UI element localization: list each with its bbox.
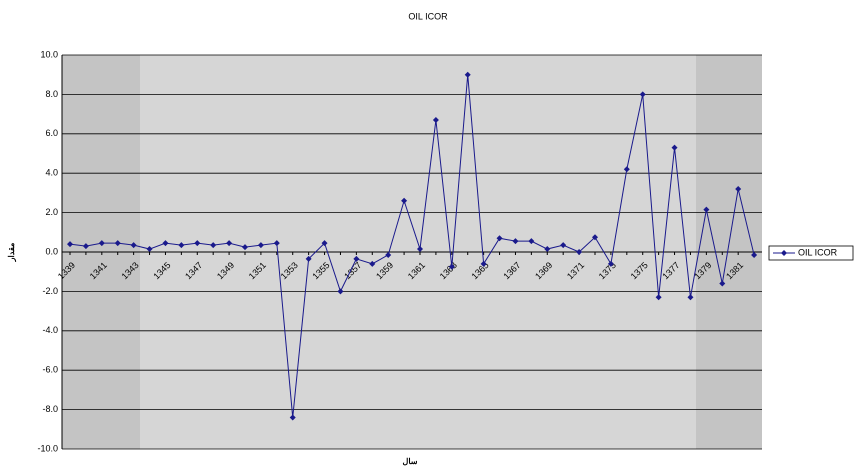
data-point — [464, 71, 471, 78]
chart-title: OIL ICOR — [408, 11, 448, 21]
data-point — [178, 242, 185, 249]
data-point — [337, 288, 344, 295]
data-point — [496, 235, 503, 242]
data-point — [162, 240, 169, 247]
data-point — [607, 260, 614, 267]
data-point — [687, 294, 694, 301]
data-point — [321, 240, 328, 247]
data-point — [655, 294, 662, 301]
data-point — [512, 238, 519, 245]
data-point — [560, 242, 567, 249]
y-tick-label: -6.0 — [42, 365, 58, 375]
data-point — [528, 238, 535, 245]
y-tick-label: 4.0 — [45, 168, 58, 178]
data-point — [369, 260, 376, 267]
data-point — [289, 414, 296, 421]
data-point — [703, 206, 710, 213]
data-point — [576, 249, 583, 255]
data-point — [130, 242, 137, 249]
data-point — [242, 244, 248, 251]
data-point — [82, 243, 89, 250]
data-point — [273, 240, 280, 247]
legend-label: OIL ICOR — [798, 247, 838, 257]
data-point — [67, 241, 73, 248]
legend-marker — [781, 250, 787, 256]
legend-box — [768, 245, 854, 261]
data-point — [448, 263, 455, 270]
data-point — [623, 166, 630, 173]
data-point — [401, 197, 408, 204]
y-tick-label: -10.0 — [37, 443, 58, 453]
y-tick-label: 8.0 — [45, 89, 58, 99]
data-point — [751, 251, 758, 258]
y-axis-title: مقدار — [7, 243, 17, 263]
data-point — [353, 255, 360, 262]
data-point — [671, 144, 678, 151]
data-point — [592, 234, 598, 241]
data-point — [385, 251, 392, 258]
data-point — [210, 242, 217, 249]
x-axis-title: سال — [403, 457, 418, 466]
data-point — [305, 255, 312, 262]
y-tick-label: -2.0 — [42, 286, 58, 296]
data-point — [98, 240, 105, 247]
data-point — [114, 240, 121, 247]
data-point — [417, 246, 423, 253]
y-tick-label: 10.0 — [40, 49, 58, 59]
data-point — [544, 246, 551, 253]
data-point — [194, 240, 201, 247]
y-tick-label: 0.0 — [45, 246, 58, 256]
data-point — [480, 260, 487, 267]
y-tick-label: 2.0 — [45, 207, 58, 217]
data-point — [735, 185, 742, 192]
data-point — [257, 242, 264, 249]
y-tick-label: -8.0 — [42, 404, 58, 414]
data-point — [719, 280, 726, 287]
data-point — [146, 246, 153, 253]
y-tick-label: 6.0 — [45, 128, 58, 138]
data-point — [432, 117, 439, 124]
data-point — [226, 240, 233, 247]
data-point — [639, 91, 646, 98]
y-tick-label: -4.0 — [42, 325, 58, 335]
